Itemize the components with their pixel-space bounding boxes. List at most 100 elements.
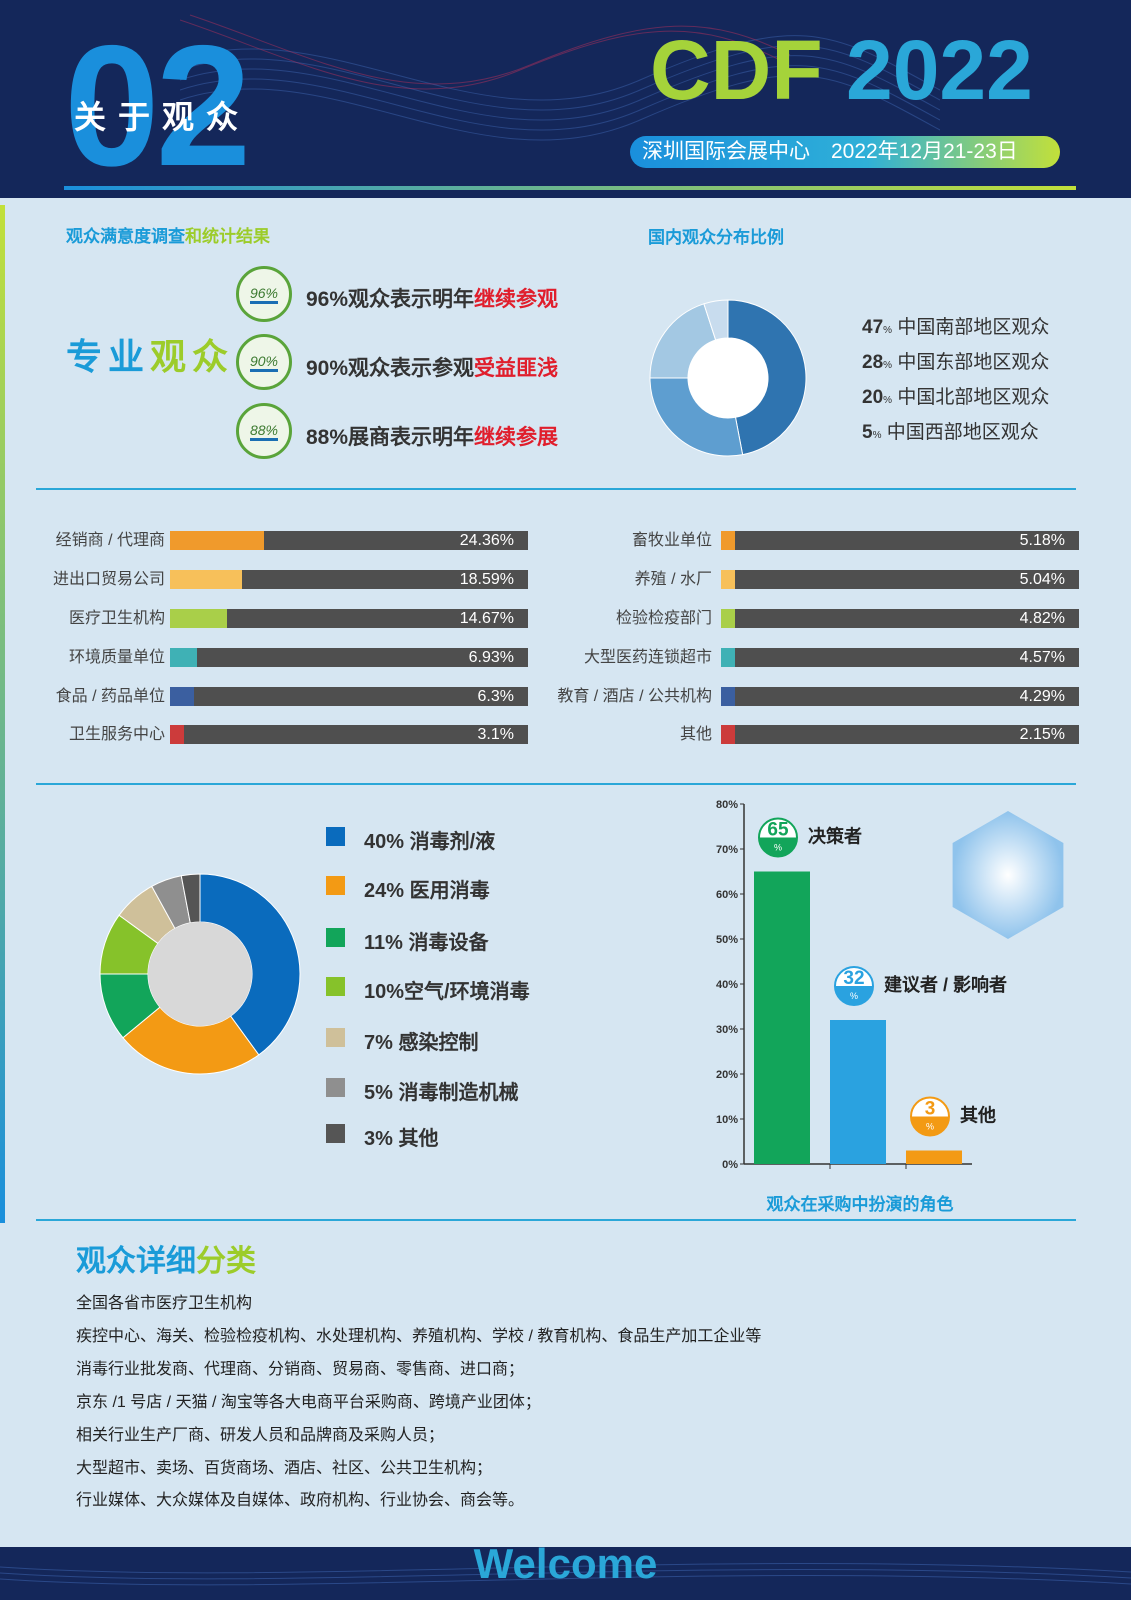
audience-label-b: 观众 — [150, 336, 235, 377]
detail-title-a: 观众详细 — [76, 1245, 196, 1278]
badge-text: 90% — [249, 353, 279, 372]
legend-value: 28 — [862, 352, 884, 373]
legend-swatch — [326, 1028, 345, 1047]
bar-track: 4.57% — [721, 648, 1079, 667]
detail-title: 观众详细分类 — [76, 1236, 256, 1280]
role-value-unit: % — [926, 1122, 934, 1132]
section-divider — [36, 1219, 1076, 1221]
bar-track: 4.29% — [721, 687, 1079, 706]
legend-value: 20 — [862, 387, 884, 408]
section-divider — [36, 783, 1076, 785]
badge-text: 96% — [249, 285, 279, 304]
bar-value-label: 4.29% — [1019, 688, 1065, 705]
role-bar — [830, 1020, 886, 1164]
bar-track: 3.1% — [170, 725, 528, 744]
bar-fill — [170, 570, 242, 589]
event-title: CDF 2022 — [650, 22, 1033, 118]
bar-fill — [170, 531, 264, 550]
bar-track: 5.04% — [721, 570, 1079, 589]
stat-text: 90%观众表示参观 — [306, 357, 475, 380]
header-banner: 02 关于观众 CDF 2022 深圳国际会展中心 2022年12月21-23日 — [0, 0, 1131, 198]
domestic-legend-item: 47% 中国南部地区观众 — [862, 312, 1049, 347]
bar-label: 大型医药连锁超市 — [583, 649, 712, 666]
role-badge-fill — [759, 837, 797, 857]
detail-line: 消毒行业批发商、代理商、分销商、贸易商、零售商、进口商； — [76, 1361, 525, 1378]
bar-track: 24.36% — [170, 531, 528, 550]
venue-date-pill: 深圳国际会展中心 2022年12月21-23日 — [630, 136, 1060, 168]
bar-fill — [170, 687, 195, 706]
bar-label: 环境质量单位 — [68, 649, 165, 666]
detail-line: 全国各省市医疗卫生机构 — [76, 1295, 253, 1312]
event-name-b: 2022 — [845, 23, 1033, 117]
bar-label: 其他 — [679, 726, 712, 743]
audience-label-a: 专业 — [66, 336, 151, 377]
footer-band — [0, 1547, 1131, 1600]
detail-title-b: 分类 — [196, 1245, 256, 1278]
section-title: 关于观众 — [74, 99, 251, 135]
bar-value-label: 5.04% — [1019, 571, 1065, 588]
role-value-label: 65 — [767, 820, 789, 841]
legend-swatch — [326, 977, 345, 996]
bar-label: 卫生服务中心 — [68, 726, 165, 743]
y-tick-label: 80% — [716, 800, 738, 811]
role-category-label: 决策者 — [808, 826, 862, 847]
donut-hole — [688, 338, 768, 418]
badge-text: 88% — [249, 422, 279, 441]
bar-label: 畜牧业单位 — [631, 532, 712, 549]
legend-unit: % — [872, 430, 882, 441]
satisfaction-heading: 观众满意度调查和统计结果 — [66, 222, 270, 247]
stat-highlight: 继续参展 — [474, 426, 559, 449]
detail-line: 相关行业生产厂商、研发人员和品牌商及采购人员； — [76, 1427, 445, 1444]
legend-swatch — [326, 827, 345, 846]
role-value-label: 32 — [843, 968, 864, 989]
bar-value-label: 14.67% — [459, 610, 514, 627]
bar-value-label: 3.1% — [477, 726, 514, 743]
bar-label: 养殖 / 水厂 — [634, 571, 712, 588]
badge-88: 88% — [236, 403, 292, 459]
legend-swatch — [326, 1124, 345, 1143]
domestic-legend-item: 5% 中国西部地区观众 — [862, 417, 1049, 452]
role-badge-fill — [911, 1116, 949, 1136]
domestic-legend: 47% 中国南部地区观众 28% 中国东部地区观众 20% 中国北部地区观众 5… — [862, 312, 1049, 452]
bar-fill — [721, 609, 735, 628]
bar-label: 进出口贸易公司 — [52, 571, 165, 588]
bar-fill — [170, 648, 197, 667]
bar-value-label: 4.82% — [1019, 610, 1065, 627]
bar-fill — [721, 725, 735, 744]
domestic-donut-chart — [649, 299, 807, 457]
bar-fill — [721, 531, 735, 550]
bar-track: 2.15% — [721, 725, 1079, 744]
legend-value: 5 — [862, 422, 873, 443]
bar-fill — [170, 609, 227, 628]
bar-track: 5.18% — [721, 531, 1079, 550]
bar-value-label: 24.36% — [459, 532, 514, 549]
domestic-legend-item: 20% 中国北部地区观众 — [862, 382, 1049, 417]
detail-line: 京东 /1 号店 / 天猫 / 淘宝等各大电商平台采购商、跨境产业团体； — [76, 1394, 541, 1411]
hexagon-decoration — [952, 811, 1064, 939]
bar-fill — [721, 570, 735, 589]
role-badge-fill — [835, 986, 873, 1005]
role-value-unit: % — [850, 991, 858, 1001]
bar-track: 18.59% — [170, 570, 528, 589]
y-tick-label: 10% — [716, 1114, 738, 1126]
legend-swatch — [326, 1078, 345, 1097]
domestic-legend-item: 28% 中国东部地区观众 — [862, 347, 1049, 382]
bar-fill — [170, 725, 184, 744]
purchase-role-bar-chart: 0% 10% 20% 30% 40% 50% 60% 70% 80% 65% 决策者 32% 建议者 /… — [716, 800, 1064, 1171]
legend-unit: % — [883, 360, 893, 371]
stat-text: 96%观众表示明年 — [306, 288, 475, 311]
stat-line-2: 90%观众表示参观受益匪浅 — [306, 352, 558, 382]
section-number: 02 — [64, 10, 251, 198]
legend-label: 7% 感染控制 — [364, 1032, 479, 1054]
bar-value-label: 18.59% — [459, 571, 514, 588]
bar-track: 4.82% — [721, 609, 1079, 628]
detail-line: 行业媒体、大众媒体及自媒体、政府机构、行业协会、商会等。 — [76, 1492, 525, 1509]
bar-fill — [721, 687, 735, 706]
legend-label: 中国北部地区观众 — [897, 387, 1050, 408]
satisfaction-heading-b: 和统计结果 — [185, 227, 270, 246]
y-tick-label: 40% — [716, 979, 738, 991]
legend-unit: % — [883, 395, 893, 406]
legend-unit: % — [883, 325, 893, 336]
side-accent-bar — [0, 205, 5, 1223]
footer-wave-decoration — [0, 1562, 1131, 1586]
